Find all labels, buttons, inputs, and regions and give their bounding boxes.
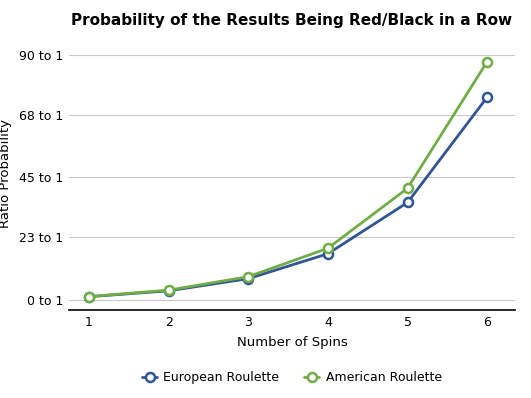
European Roulette	[245, 276, 252, 281]
Y-axis label: Ratio Probability: Ratio Probability	[0, 119, 12, 228]
European Roulette	[324, 252, 331, 256]
X-axis label: Number of Spins: Number of Spins	[237, 336, 347, 349]
American Roulette	[245, 274, 252, 279]
European Roulette	[484, 95, 491, 100]
Line: American Roulette: American Roulette	[84, 57, 492, 301]
Title: Probability of the Results Being Red/Black in a Row: Probability of the Results Being Red/Bla…	[72, 13, 512, 28]
American Roulette	[324, 246, 331, 251]
European Roulette	[404, 200, 410, 205]
Legend: European Roulette, American Roulette: European Roulette, American Roulette	[137, 366, 447, 389]
European Roulette	[166, 289, 172, 293]
American Roulette	[166, 288, 172, 293]
American Roulette	[484, 59, 491, 64]
American Roulette	[85, 294, 92, 299]
Line: European Roulette: European Roulette	[84, 93, 492, 301]
European Roulette	[85, 294, 92, 299]
American Roulette	[404, 186, 410, 191]
